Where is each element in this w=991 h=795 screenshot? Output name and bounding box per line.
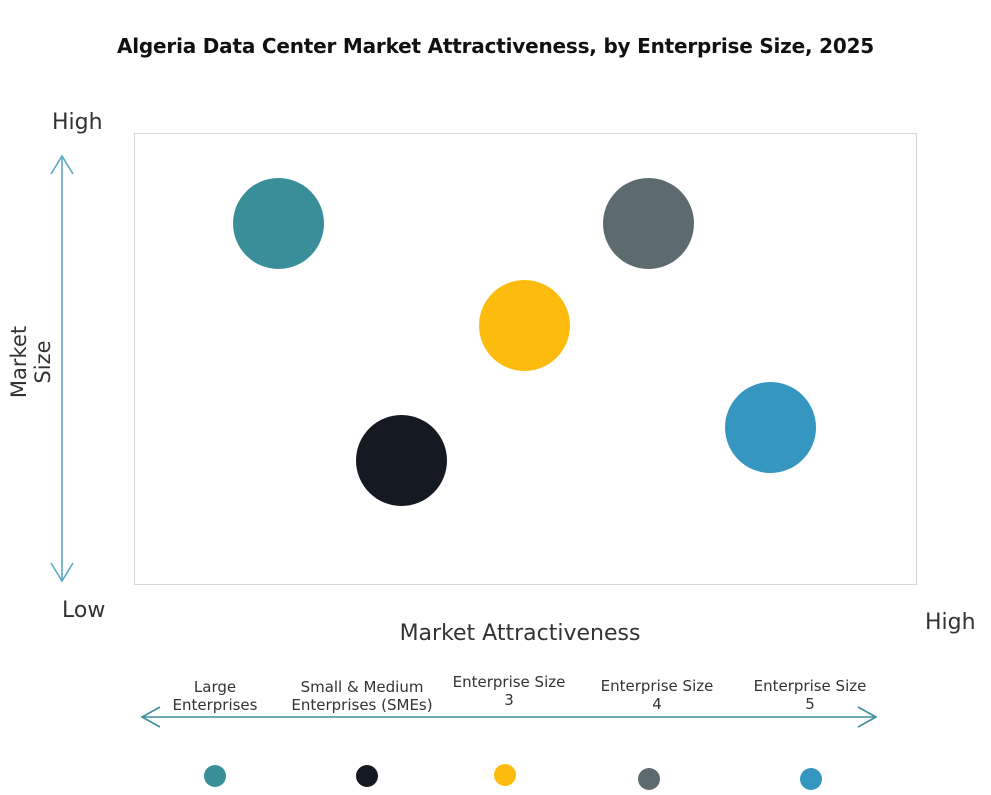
- legend-line1: Enterprise Size: [452, 673, 566, 691]
- plot-area: [134, 133, 917, 585]
- legend-line1: Large: [193, 678, 237, 696]
- legend-dot-enterprise-size-5: [800, 768, 822, 790]
- legend-line1: Small & Medium: [300, 678, 424, 696]
- legend-dot-smes: [356, 765, 378, 787]
- legend-label-enterprise-size-4: Enterprise Size 4: [572, 677, 742, 713]
- legend-dot-large-enterprises: [204, 765, 226, 787]
- legend-line2: 3: [504, 691, 514, 709]
- legend-dot-enterprise-size-3: [494, 764, 516, 786]
- legend-line1: Enterprise Size: [753, 677, 867, 695]
- vertical-double-arrow-icon: [50, 154, 74, 583]
- legend-line2: 5: [805, 695, 815, 713]
- legend-line2: Enterprises: [172, 696, 258, 714]
- y-axis-low-label: Low: [62, 598, 106, 623]
- y-axis-high-label: High: [52, 110, 103, 135]
- legend-label-enterprise-size-5: Enterprise Size 5: [725, 677, 895, 713]
- chart-title: Algeria Data Center Market Attractivenes…: [116, 34, 875, 58]
- bubble-enterprise-size-4: [603, 178, 694, 269]
- bubble-large-enterprises: [233, 178, 324, 269]
- legend-dot-enterprise-size-4: [638, 768, 660, 790]
- x-axis-high-label: High: [925, 610, 976, 635]
- horizontal-double-arrow-icon: [140, 706, 878, 728]
- legend-label-large-enterprises: Large Enterprises: [130, 678, 300, 714]
- legend-label-smes: Small & Medium Enterprises (SMEs): [277, 678, 447, 714]
- x-axis-title: Market Attractiveness: [399, 621, 641, 646]
- legend-line2: 4: [652, 695, 662, 713]
- bubble-smes: [356, 415, 447, 506]
- legend-label-enterprise-size-3: Enterprise Size 3: [424, 673, 594, 709]
- bubble-enterprise-size-5: [725, 382, 816, 473]
- bubble-enterprise-size-3: [479, 280, 570, 371]
- legend-line2: Enterprises (SMEs): [291, 696, 433, 714]
- legend-line1: Enterprise Size: [600, 677, 714, 695]
